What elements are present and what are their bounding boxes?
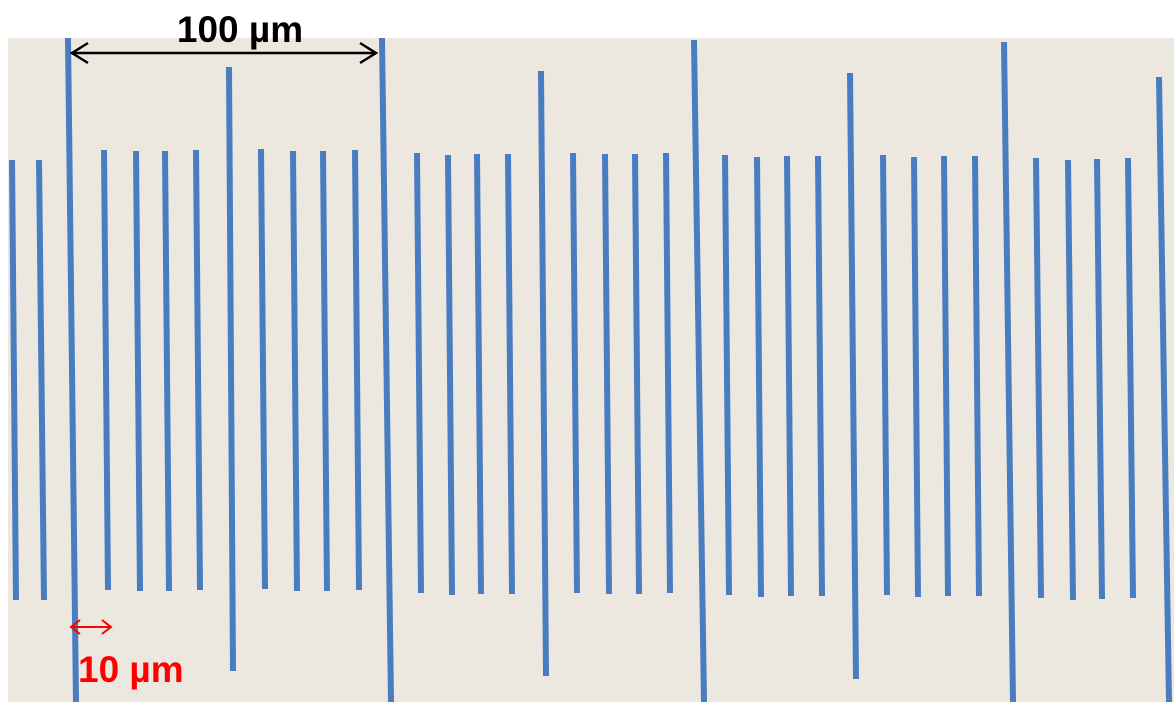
minor-tick: [101, 149, 111, 591]
minor-tick: [972, 155, 982, 597]
ruler-background: [8, 38, 1174, 702]
minor-tick: [162, 150, 172, 592]
scale-bar-100um: 100 µm: [69, 9, 379, 65]
minor-tick: [1065, 159, 1076, 601]
arrowhead-right: [359, 41, 379, 65]
minor-tick: [754, 156, 764, 598]
minor-tick: [1125, 157, 1136, 599]
minor-tick: [445, 154, 455, 596]
minor-tick: [36, 159, 47, 601]
minor-tick: [602, 153, 612, 595]
major-tick: [1156, 76, 1172, 702]
minor-tick: [722, 154, 732, 596]
arrowhead-left-10um: [69, 619, 81, 635]
minor-tick: [9, 159, 19, 601]
minor-tick: [663, 152, 673, 594]
minor-tick: [474, 153, 484, 595]
minor-tick: [414, 152, 424, 594]
minor-tick: [193, 149, 203, 591]
scale-bar-10um: 10 µm: [69, 619, 184, 690]
minor-tick: [352, 149, 362, 591]
minor-tick: [880, 154, 890, 596]
minor-tick: [258, 148, 268, 590]
scale-label-10um: 10 µm: [78, 649, 184, 690]
major-tick: [538, 70, 549, 677]
minor-tick: [941, 155, 951, 597]
minor-tick: [1033, 157, 1044, 599]
scale-label-100um: 100 µm: [177, 9, 303, 50]
minor-tick: [784, 155, 794, 597]
major-tick: [379, 37, 394, 702]
minor-tick: [133, 150, 143, 592]
arrowhead-left: [69, 41, 89, 65]
major-tick: [1001, 41, 1016, 702]
minor-tick: [911, 156, 921, 598]
major-tick: [226, 66, 236, 672]
minor-tick: [290, 150, 300, 592]
arrowhead-right-10um: [101, 619, 113, 635]
minor-tick: [815, 155, 825, 597]
major-tick: [65, 37, 79, 702]
major-tick: [847, 72, 859, 680]
minor-tick: [632, 153, 642, 595]
ruler-ticks: [9, 37, 1172, 702]
minor-tick: [505, 153, 515, 595]
minor-tick: [570, 152, 580, 594]
minor-tick: [320, 150, 330, 592]
minor-tick: [1094, 158, 1105, 600]
major-tick: [691, 39, 707, 702]
